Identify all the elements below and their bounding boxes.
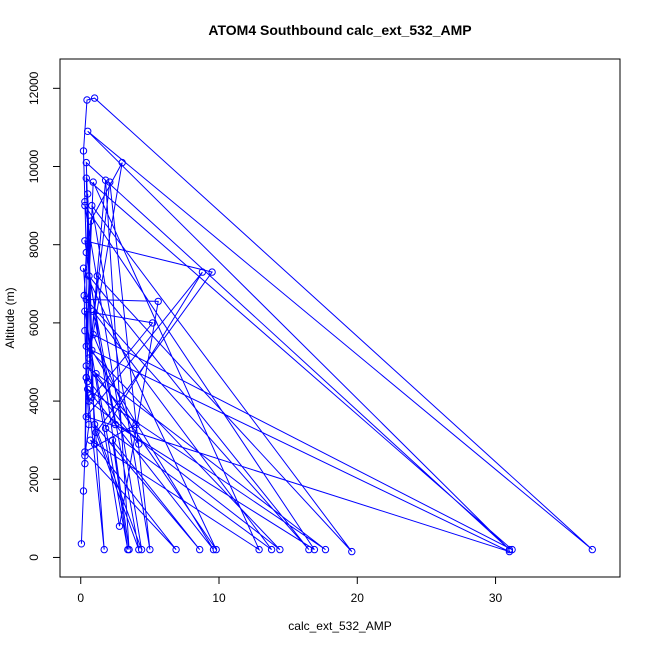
data-point — [92, 370, 100, 378]
data-point — [148, 319, 157, 327]
data-point — [88, 201, 96, 210]
data-point — [118, 158, 126, 167]
data-point — [82, 373, 91, 382]
x-tick-label: 10 — [212, 591, 226, 605]
data-point — [132, 420, 140, 429]
data-point — [208, 268, 216, 276]
chart-title: ATOM4 Southbound calc_ext_532_AMP — [208, 22, 471, 38]
series-line — [80, 97, 593, 553]
x-axis: 0 10 20 30 — [77, 576, 503, 605]
data-point — [267, 545, 276, 554]
data-point — [85, 354, 93, 362]
data-point — [90, 440, 99, 448]
data-point — [90, 420, 99, 429]
data-point — [111, 420, 120, 429]
data-point — [84, 377, 92, 386]
data-point — [198, 268, 207, 276]
x-axis-label: calc_ext_532_AMP — [288, 619, 391, 633]
data-point — [135, 440, 143, 448]
data-point — [82, 158, 91, 167]
data-point — [92, 428, 100, 437]
y-axis-label: Altitude (m) — [3, 287, 17, 348]
plot-area — [77, 94, 596, 556]
data-points — [77, 94, 596, 556]
data-point — [81, 459, 89, 468]
data-point — [90, 94, 99, 102]
data-point — [89, 330, 97, 339]
data-point — [79, 487, 88, 495]
data-point — [84, 190, 92, 198]
data-point — [81, 237, 89, 245]
data-point — [85, 420, 93, 429]
y-tick-label: 12000 — [27, 71, 41, 105]
data-point — [146, 545, 154, 554]
data-point — [81, 198, 89, 206]
y-axis: 0 2000 4000 6000 8000 10000 12000 — [27, 71, 61, 561]
data-point — [212, 545, 220, 554]
data-point — [82, 295, 91, 304]
data-point — [108, 436, 117, 444]
x-tick-label: 20 — [351, 591, 365, 605]
y-tick-label: 0 — [27, 554, 41, 561]
y-tick-label: 4000 — [27, 387, 41, 414]
data-point — [276, 545, 284, 554]
y-tick-label: 2000 — [27, 466, 41, 493]
data-point — [77, 540, 86, 548]
data-point — [84, 385, 92, 393]
data-point — [505, 545, 514, 554]
data-point — [255, 545, 263, 554]
data-point — [124, 545, 132, 554]
data-point — [172, 545, 180, 554]
x-tick-label: 30 — [489, 591, 503, 605]
data-point — [321, 545, 330, 554]
y-tick-label: 8000 — [27, 231, 41, 258]
data-point — [81, 452, 89, 460]
data-point — [85, 272, 93, 280]
x-tick-label: 0 — [77, 591, 84, 605]
data-point — [81, 448, 89, 456]
data-point — [82, 362, 91, 370]
data-point — [84, 127, 92, 136]
data-point — [305, 545, 313, 554]
data-point — [93, 272, 102, 280]
data-point — [310, 545, 319, 554]
data-point — [79, 264, 88, 272]
y-tick-label: 10000 — [27, 150, 41, 184]
data-point — [209, 545, 218, 554]
data-point — [154, 297, 162, 306]
data-point — [101, 176, 110, 184]
data-point — [82, 174, 91, 182]
data-point — [81, 327, 89, 335]
data-point — [82, 248, 91, 257]
data-point — [81, 307, 89, 315]
data-point — [196, 545, 204, 554]
data-point — [80, 291, 88, 300]
data-point — [88, 346, 96, 354]
data-point — [101, 424, 110, 433]
data-point — [86, 436, 95, 444]
data-point — [137, 545, 146, 554]
data-point — [82, 413, 91, 421]
data-point — [81, 201, 89, 210]
data-point — [348, 547, 356, 556]
data-point — [79, 147, 88, 155]
data-point — [135, 545, 143, 554]
data-point — [100, 545, 108, 554]
data-point — [83, 96, 91, 104]
data-point — [88, 393, 96, 401]
data-point — [106, 178, 114, 186]
data-point — [508, 545, 516, 554]
data-point — [588, 545, 596, 554]
data-point — [89, 307, 97, 315]
data-point — [115, 522, 124, 530]
data-point — [86, 217, 95, 225]
data-point — [82, 342, 91, 350]
y-tick-label: 6000 — [27, 309, 41, 336]
data-point — [89, 178, 97, 186]
